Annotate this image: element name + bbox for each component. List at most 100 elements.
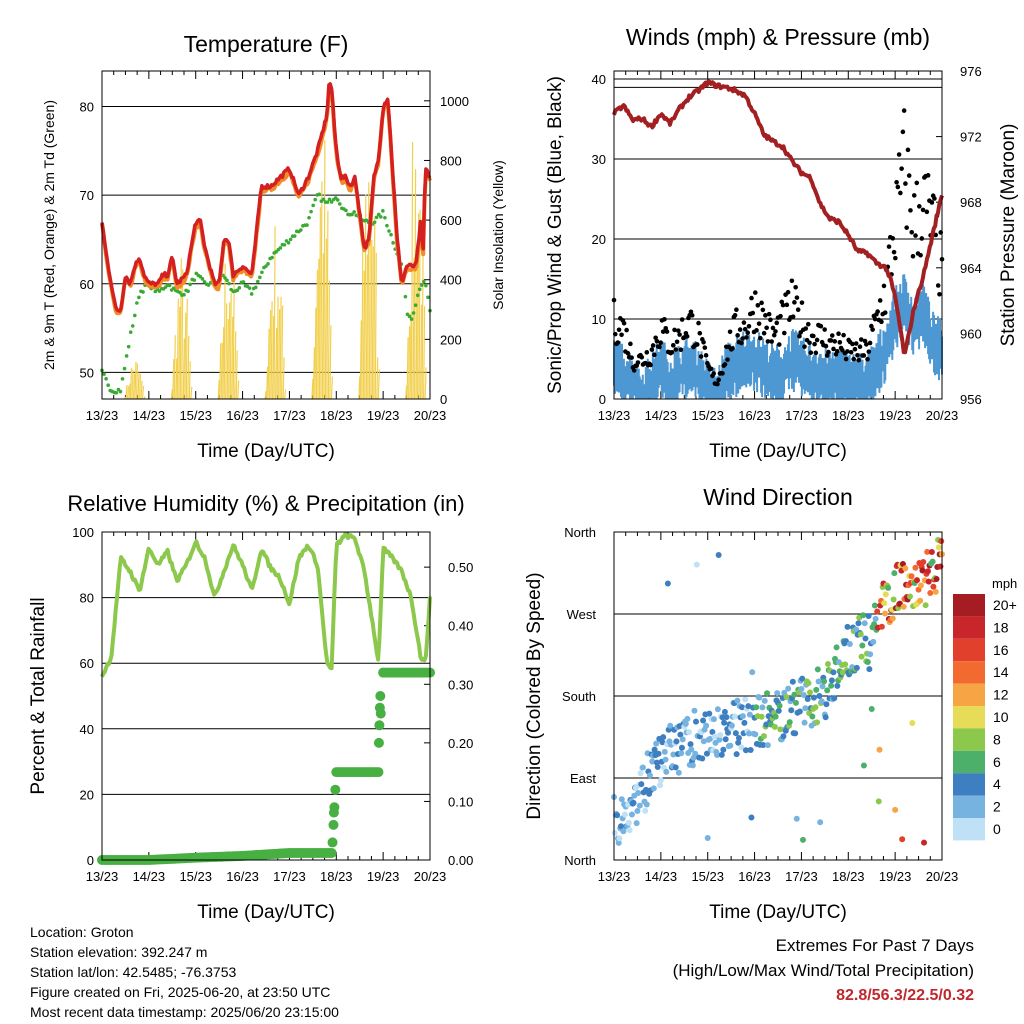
dewpoint-point	[118, 389, 123, 394]
gust-point	[650, 343, 656, 348]
dewpoint-point	[321, 197, 326, 202]
plot-frame	[613, 531, 943, 861]
dewpoint-point	[102, 372, 106, 376]
direction-point	[792, 699, 799, 706]
y-axis-label-right: Station Pressure (Maroon)	[998, 124, 1019, 347]
gust-point	[737, 327, 743, 332]
direction-point	[814, 666, 821, 673]
y-right-tick-label: 0.40	[448, 619, 473, 634]
direction-point	[692, 750, 699, 757]
gust-point	[727, 329, 733, 335]
gust-point	[631, 368, 637, 373]
dewpoint-point	[411, 311, 416, 315]
direction-point	[667, 722, 674, 729]
direction-point	[789, 678, 796, 685]
direction-point	[735, 735, 742, 742]
dewpoint-point	[311, 203, 315, 208]
dewpoint-point	[389, 232, 393, 237]
direction-point	[786, 719, 793, 726]
direction-point	[753, 704, 760, 711]
direction-point	[822, 714, 829, 721]
legend-label: 12	[993, 687, 1009, 703]
gust-point	[853, 341, 859, 346]
direction-point	[728, 722, 735, 729]
x-tick-label: 14/23	[133, 408, 166, 423]
gust-point	[711, 371, 716, 376]
gust-point	[742, 326, 748, 332]
direction-point	[799, 836, 806, 843]
dewpoint-point	[157, 289, 162, 293]
direction-point	[748, 814, 755, 821]
dewpoint-point	[258, 275, 262, 280]
gust-point	[828, 338, 834, 343]
x-tick-label: 15/23	[179, 408, 212, 423]
direction-point	[725, 729, 732, 736]
gust-point	[914, 180, 920, 186]
direction-point	[746, 711, 753, 718]
direction-point	[817, 819, 824, 826]
dewpoint-point	[188, 282, 192, 287]
direction-point	[874, 608, 881, 615]
dewpoint-point	[415, 293, 420, 298]
gust-point	[893, 255, 898, 261]
gust-point	[654, 338, 660, 344]
direction-point	[780, 733, 787, 740]
direction-point	[732, 730, 739, 737]
gust-point	[621, 320, 627, 326]
gust-point	[918, 252, 923, 258]
direction-point	[853, 626, 860, 633]
direction-point	[733, 751, 740, 758]
direction-point	[687, 741, 694, 748]
direction-point	[721, 708, 728, 715]
legend-label: 10	[993, 709, 1009, 725]
direction-point	[638, 781, 645, 788]
direction-point	[801, 719, 808, 726]
gust-point	[761, 330, 767, 336]
gust-point	[715, 381, 720, 387]
direction-point	[723, 714, 730, 721]
direction-point	[707, 735, 714, 742]
gust-point	[865, 356, 870, 362]
gust-point	[855, 353, 860, 358]
gust-point	[794, 295, 800, 300]
legend-title: mph	[992, 576, 1017, 591]
dewpoint-point	[288, 237, 293, 242]
legend-label: 0	[993, 821, 1001, 837]
direction-point	[758, 713, 765, 720]
direction-point	[689, 762, 696, 769]
y-tick-label: South	[562, 689, 596, 704]
gust-point	[834, 349, 840, 354]
direction-point	[868, 706, 875, 713]
gust-point	[768, 317, 773, 323]
direction-point	[823, 701, 830, 708]
gust-point	[841, 332, 846, 338]
y-tick-label: 50	[80, 365, 94, 380]
gust-point	[697, 330, 703, 336]
gust-point	[826, 349, 831, 355]
gust-point	[740, 336, 745, 341]
gust-point	[734, 307, 739, 313]
dewpoint-series	[100, 192, 432, 395]
elevation-text: Station elevation: 392.247 m	[30, 944, 208, 960]
direction-point	[682, 720, 689, 727]
dewpoint-point	[167, 283, 172, 288]
legend-swatch	[953, 795, 985, 818]
gust-point	[684, 334, 690, 339]
dewpoint-point	[422, 279, 426, 284]
direction-point	[626, 827, 633, 834]
gust-point	[782, 330, 787, 336]
direction-point	[871, 602, 878, 609]
direction-point	[677, 731, 684, 738]
direction-point	[870, 638, 877, 645]
gust-point	[652, 352, 657, 358]
direction-point	[844, 623, 851, 630]
gust-point	[702, 345, 708, 350]
direction-point	[699, 755, 706, 762]
direction-point	[927, 590, 934, 597]
direction-point	[899, 561, 906, 568]
direction-point	[653, 740, 660, 747]
direction-point	[860, 762, 867, 769]
direction-point	[693, 718, 699, 725]
gust-point	[625, 350, 631, 356]
gust-point	[861, 353, 867, 358]
